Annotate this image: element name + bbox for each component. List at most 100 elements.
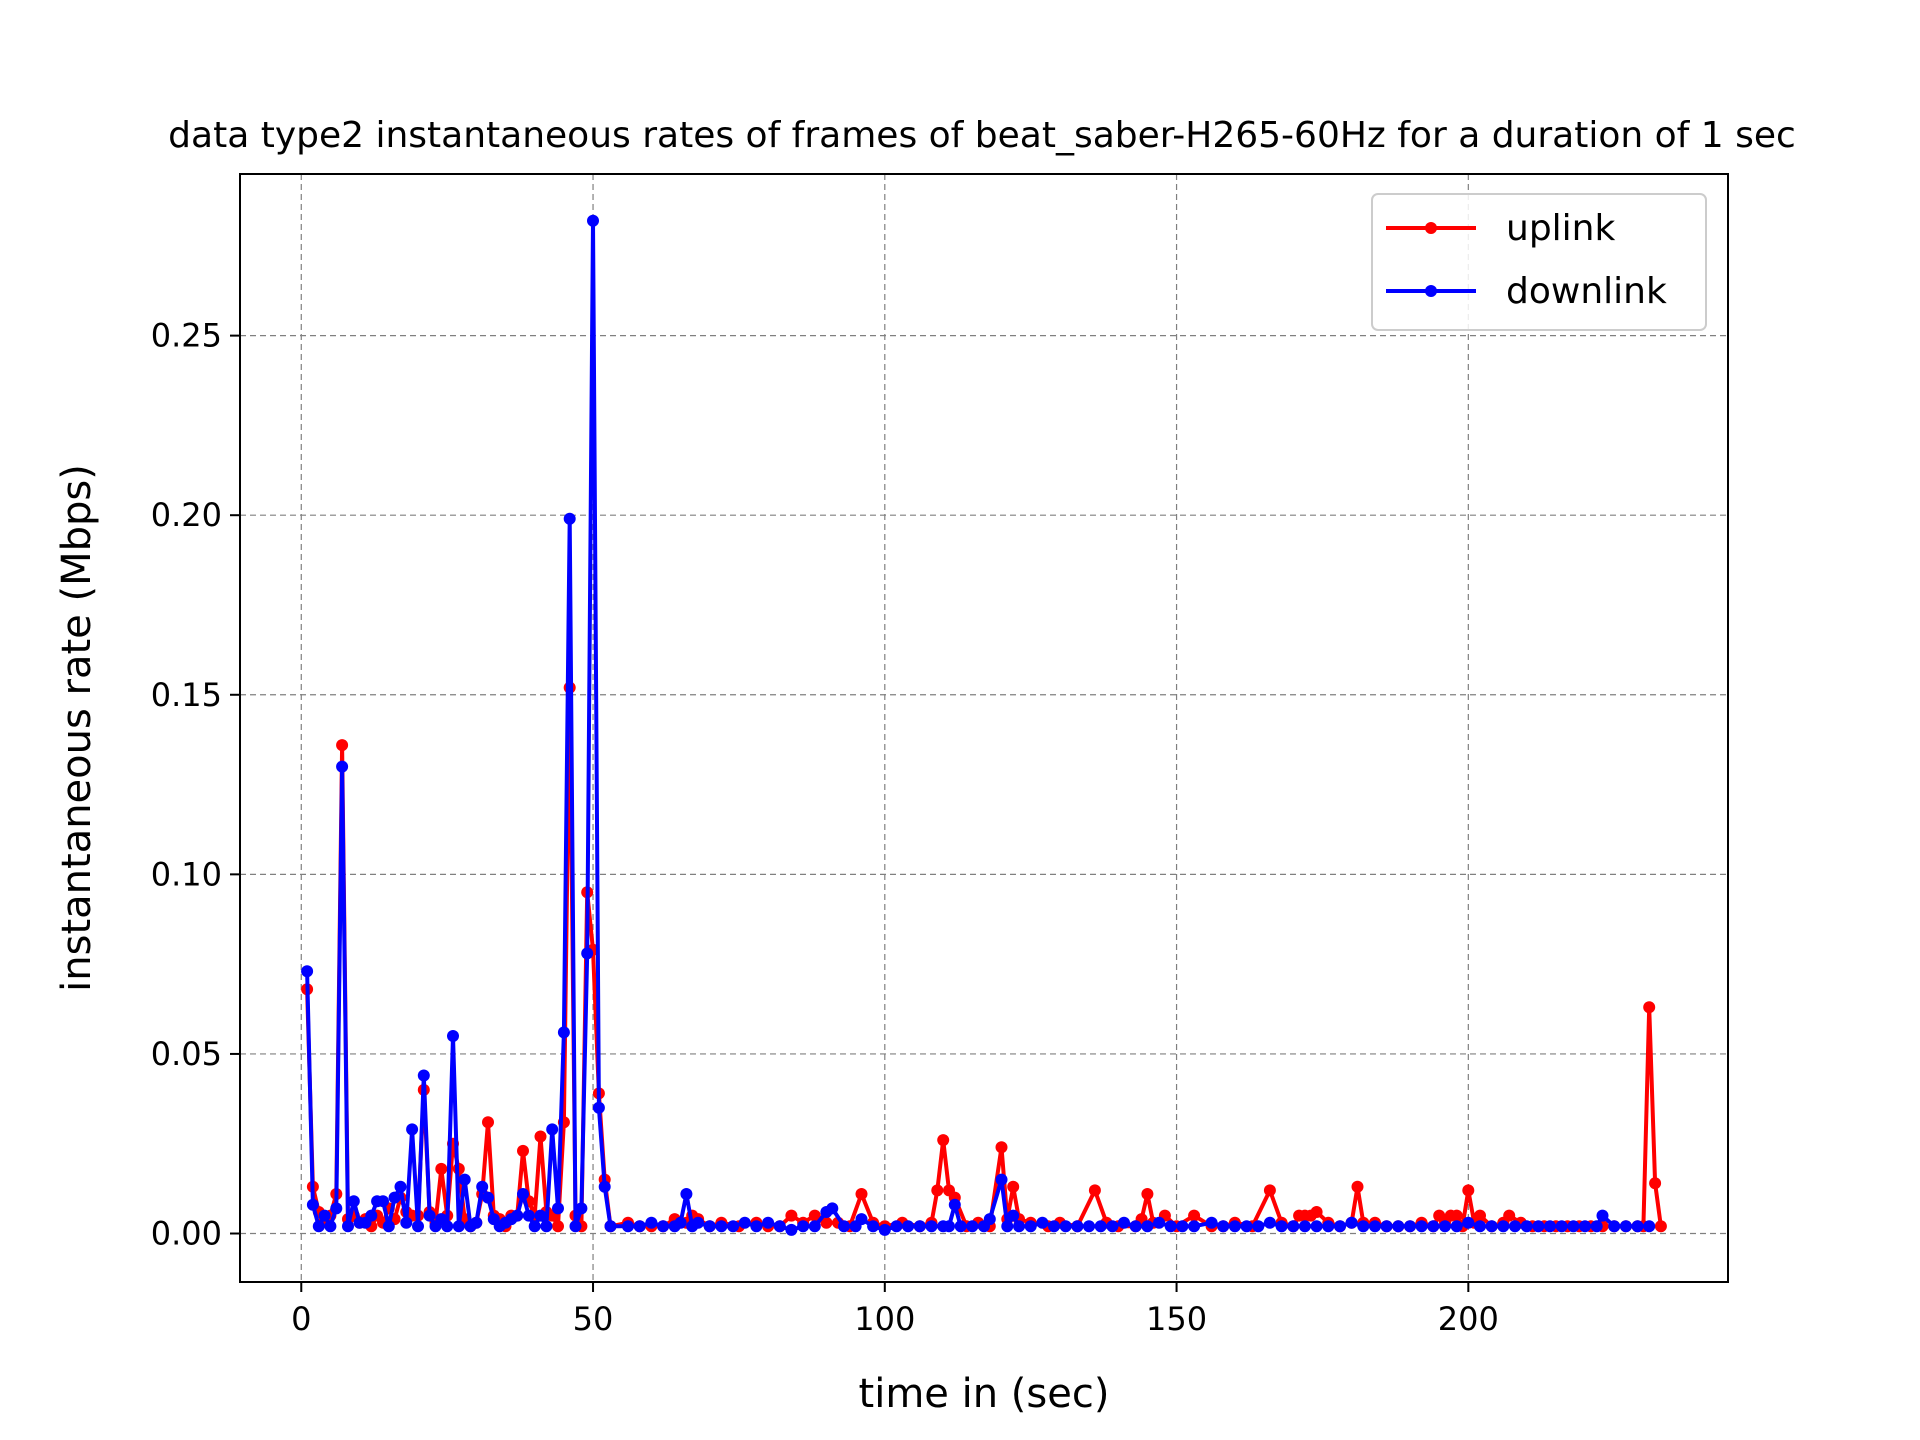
data-point-downlink — [540, 1220, 553, 1233]
y-tick-label: 0.10 — [151, 855, 222, 893]
data-point-uplink — [1088, 1184, 1101, 1197]
data-point-downlink — [727, 1220, 740, 1233]
data-point-downlink — [878, 1223, 891, 1236]
data-point-downlink — [1322, 1220, 1335, 1233]
data-point-downlink — [342, 1220, 354, 1233]
data-point-downlink — [826, 1202, 839, 1215]
data-point-downlink — [954, 1220, 967, 1233]
data-point-downlink — [382, 1220, 395, 1233]
data-point-downlink — [394, 1180, 407, 1193]
data-point-downlink — [575, 1202, 588, 1215]
data-point-downlink — [762, 1216, 775, 1229]
data-point-uplink — [1141, 1188, 1154, 1200]
data-point-downlink — [674, 1216, 687, 1229]
data-point-downlink — [517, 1188, 529, 1200]
data-point-downlink — [400, 1216, 413, 1229]
legend-downlink-marker — [1425, 285, 1437, 297]
data-point-downlink — [925, 1220, 938, 1233]
data-point-downlink — [1083, 1220, 1095, 1233]
data-point-downlink — [1357, 1220, 1370, 1233]
data-point-downlink — [306, 1198, 319, 1211]
x-tick-label: 50 — [573, 1300, 614, 1338]
data-point-downlink — [645, 1216, 658, 1229]
data-point-downlink — [983, 1213, 996, 1226]
x-tick-label: 150 — [1146, 1300, 1207, 1338]
data-point-downlink — [581, 947, 594, 960]
y-axis: 0.00 0.05 0.10 0.15 0.20 0.25 — [151, 317, 240, 1253]
data-point-downlink — [855, 1213, 868, 1226]
data-point-uplink — [785, 1209, 798, 1222]
data-point-downlink — [890, 1220, 903, 1233]
data-point-downlink — [482, 1191, 494, 1204]
data-point-downlink — [336, 760, 349, 773]
data-point-uplink — [1007, 1180, 1020, 1193]
data-point-downlink — [563, 512, 576, 525]
data-point-downlink — [552, 1202, 564, 1215]
data-point-downlink — [1106, 1220, 1119, 1233]
data-point-downlink — [1048, 1220, 1060, 1233]
data-point-downlink — [1345, 1216, 1358, 1229]
data-point-downlink — [1001, 1220, 1014, 1233]
data-point-downlink — [633, 1220, 646, 1233]
data-point-downlink — [423, 1209, 436, 1222]
data-point-downlink — [347, 1195, 360, 1208]
data-point-downlink — [622, 1220, 634, 1233]
data-point-downlink — [948, 1198, 961, 1211]
data-point-downlink — [441, 1220, 454, 1233]
data-point-downlink — [1596, 1209, 1609, 1222]
data-point-downlink — [692, 1216, 705, 1229]
data-point-uplink — [552, 1220, 564, 1233]
data-point-downlink — [324, 1220, 337, 1233]
data-point-downlink — [1404, 1220, 1416, 1233]
data-point-downlink — [680, 1188, 693, 1200]
y-axis-title: instantaneous rate (Mbps) — [54, 464, 100, 992]
plot-frame — [239, 173, 1729, 1283]
data-point-downlink — [1240, 1220, 1253, 1233]
data-point-downlink — [1094, 1220, 1107, 1233]
legend-downlink-label: downlink — [1506, 271, 1667, 312]
data-point-downlink — [1228, 1220, 1241, 1233]
data-point-downlink — [365, 1209, 378, 1222]
data-point-downlink — [598, 1180, 611, 1193]
data-point-downlink — [867, 1220, 880, 1233]
data-point-uplink — [1474, 1209, 1486, 1222]
data-point-uplink — [1351, 1180, 1364, 1193]
legend-uplink-label: uplink — [1506, 208, 1615, 249]
data-point-downlink — [1439, 1220, 1451, 1233]
data-point-uplink — [855, 1188, 868, 1200]
grid — [240, 174, 1728, 1282]
data-point-downlink — [1205, 1216, 1218, 1229]
data-point-downlink — [458, 1173, 471, 1186]
data-point-downlink — [587, 214, 599, 227]
data-point-downlink — [1450, 1220, 1463, 1233]
data-point-downlink — [1380, 1220, 1393, 1233]
data-point-downlink — [312, 1220, 325, 1233]
data-point-downlink — [1129, 1220, 1142, 1233]
data-point-downlink — [1462, 1216, 1475, 1229]
data-point-downlink — [1287, 1220, 1300, 1233]
data-point-uplink — [435, 1162, 448, 1175]
data-point-downlink — [522, 1209, 535, 1222]
data-point-downlink — [995, 1173, 1008, 1186]
data-point-downlink — [1555, 1220, 1568, 1233]
data-point-downlink — [417, 1069, 430, 1082]
data-point-downlink — [377, 1195, 389, 1208]
data-point-uplink — [820, 1216, 833, 1229]
data-point-downlink — [1608, 1220, 1621, 1233]
data-point-downlink — [1013, 1220, 1025, 1233]
data-point-uplink — [995, 1141, 1008, 1154]
data-point-downlink — [1643, 1220, 1656, 1233]
data-point-downlink — [318, 1209, 331, 1222]
x-axis: 0 50 100 150 200 — [291, 1282, 1499, 1338]
data-point-downlink — [1631, 1220, 1644, 1233]
data-point-downlink — [1415, 1220, 1428, 1233]
data-point-downlink — [715, 1220, 728, 1233]
data-point-downlink — [1263, 1216, 1276, 1229]
data-point-downlink — [604, 1220, 617, 1233]
data-point-downlink — [797, 1220, 810, 1233]
data-point-uplink — [534, 1130, 547, 1143]
data-point-downlink — [470, 1216, 483, 1229]
data-point-downlink — [476, 1180, 489, 1193]
data-point-downlink — [1544, 1220, 1556, 1233]
